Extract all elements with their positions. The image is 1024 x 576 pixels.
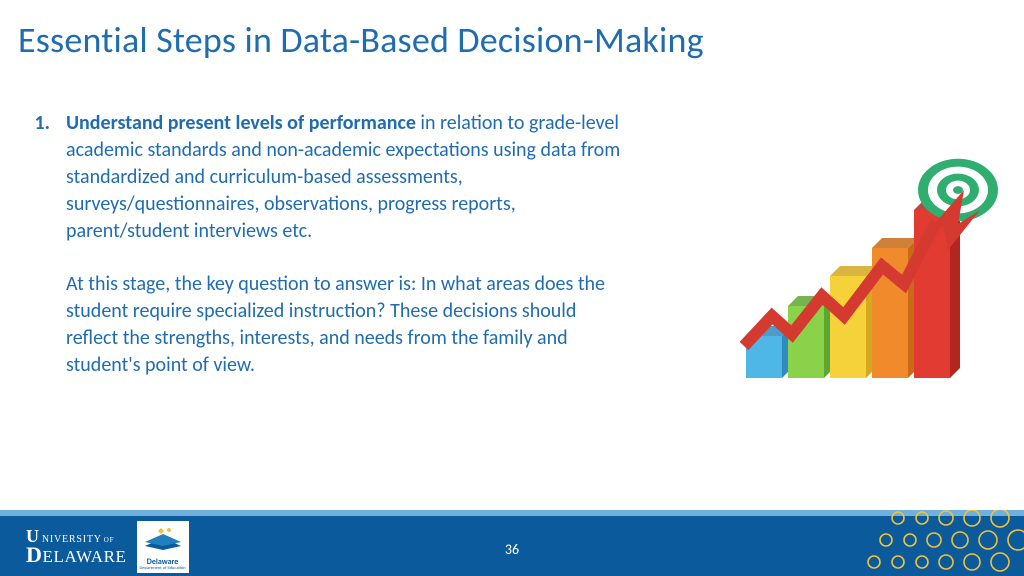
footer-logos: U NIVERSITY OF DELAWARE Delaware Departm… (26, 521, 189, 573)
footer: U NIVERSITY OF DELAWARE Delaware Departm… (0, 510, 1024, 576)
doe-line2: Department of Education (139, 567, 185, 572)
doe-logo-icon (141, 524, 185, 552)
university-of-delaware-logo: U NIVERSITY OF DELAWARE (26, 529, 127, 564)
chart-target-graphic (726, 150, 1006, 390)
para2: At this stage, the key question to answe… (66, 271, 628, 379)
bold-lead: Understand present levels of performance (66, 111, 416, 135)
page-number: 36 (505, 541, 519, 558)
list-item-1: 1. Understand present levels of performa… (28, 110, 628, 379)
ud-line1b: OF (104, 538, 115, 544)
body-text: 1. Understand present levels of performa… (28, 110, 628, 379)
delaware-doe-logo: Delaware Department of Education (137, 521, 189, 573)
list-text: Understand present levels of performance… (66, 110, 628, 379)
ud-line1a: NIVERSITY (42, 536, 102, 545)
slide: Essential Steps in Data-Based Decision-M… (0, 0, 1024, 576)
doe-line1: Delaware (147, 558, 179, 566)
slide-title: Essential Steps in Data-Based Decision-M… (18, 18, 704, 62)
list-number: 1. (28, 110, 50, 137)
ud-line2: ELAWARE (43, 547, 127, 566)
ud-initial-d: D (26, 542, 43, 567)
footer-dots-decoration (854, 510, 1024, 576)
